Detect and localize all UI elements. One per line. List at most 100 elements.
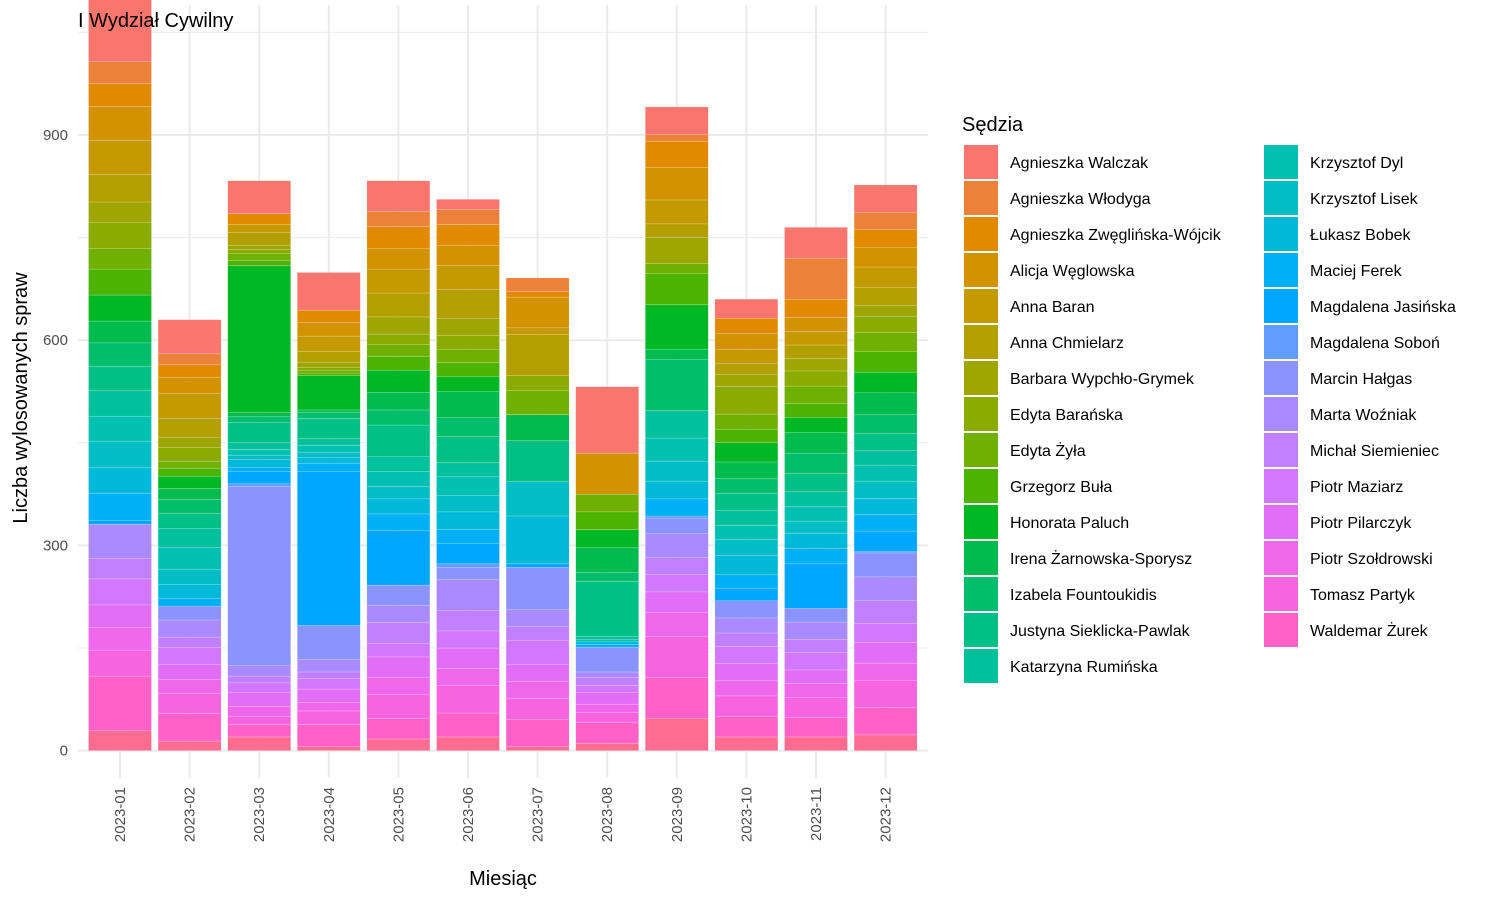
bar-segment — [227, 705, 291, 717]
bar-segment — [853, 551, 918, 554]
bar-segment — [645, 199, 709, 225]
bar-segment — [157, 376, 222, 394]
bar-segment — [853, 514, 918, 532]
legend-label: Magdalena Jasińska — [1310, 299, 1456, 316]
bar-segment — [714, 574, 779, 589]
legend-key — [964, 541, 998, 575]
bar-segment — [297, 418, 361, 439]
bar-segment — [505, 291, 570, 298]
legend-label: Michał Siemieniec — [1310, 443, 1439, 460]
bar-segment — [505, 664, 570, 682]
bar-segment — [88, 0, 152, 62]
bar-segment — [575, 641, 639, 645]
bar-segment — [297, 688, 361, 703]
bar-segment — [645, 273, 709, 305]
bar-segment — [88, 201, 152, 223]
y-tick-label: 0 — [60, 743, 68, 760]
bar-segment — [714, 442, 779, 463]
bar-segment — [575, 677, 639, 686]
bar-segment — [436, 391, 500, 418]
bar-segment — [714, 478, 779, 494]
x-tick-label: 2023-03 — [251, 787, 268, 842]
bar-segment — [297, 272, 361, 311]
bar-segment — [645, 557, 709, 576]
bar-segment — [853, 498, 918, 515]
bar-segment — [436, 685, 500, 714]
bar-segment — [297, 710, 361, 725]
bar-segment — [645, 612, 709, 637]
bar-segment — [714, 413, 779, 430]
bar-segment — [436, 630, 500, 649]
bar-segment — [227, 471, 291, 485]
bar-segment — [436, 244, 500, 266]
bar-segment — [366, 718, 431, 740]
bar-segment — [575, 571, 639, 582]
bar-segment — [853, 433, 918, 451]
bar-segment — [714, 716, 779, 738]
legend-label: Barbara Wypchło-Grymek — [1010, 371, 1195, 388]
legend-key — [1264, 433, 1298, 467]
bar-segment — [436, 436, 500, 463]
bar-segment — [505, 609, 570, 627]
bar-segment — [88, 390, 152, 417]
bar-segment — [575, 636, 639, 640]
bar-segment — [227, 449, 291, 456]
legend-label: Agnieszka Zwęglińska-Wójcik — [1010, 227, 1222, 244]
bar-segment — [366, 738, 431, 751]
bar-segment — [436, 462, 500, 477]
bar-segment — [505, 277, 570, 292]
bars-layer — [88, 0, 918, 751]
bar-segment — [853, 372, 918, 394]
bar-segment — [505, 375, 570, 391]
bar-segment — [784, 669, 848, 684]
y-tick-label: 600 — [43, 332, 68, 349]
bar-segment — [714, 663, 779, 682]
bar-segment — [88, 174, 152, 203]
bar-segment — [784, 403, 848, 418]
bar-segment — [436, 209, 500, 225]
bar-segment — [297, 445, 361, 453]
bar-segment — [505, 567, 570, 610]
bar-segment — [366, 456, 431, 472]
bar-segment — [575, 638, 639, 643]
bar-segment — [784, 491, 848, 507]
bar-segment — [227, 486, 291, 666]
bar-segment — [853, 266, 918, 288]
legend-key — [964, 289, 998, 323]
bar-segment — [645, 237, 709, 264]
bar-segment — [853, 576, 918, 601]
bar-segment — [366, 486, 431, 500]
bar-segment — [784, 717, 848, 738]
bar-segment — [88, 493, 152, 521]
bar-segment — [853, 316, 918, 333]
bar-segment — [157, 713, 222, 742]
bar-segment — [227, 692, 291, 707]
bar-segment — [157, 664, 222, 680]
bar-segment — [575, 581, 639, 637]
bar-segment — [505, 515, 570, 565]
bar-segment — [784, 317, 848, 332]
bar-segment — [436, 610, 500, 632]
bar-segment — [227, 224, 291, 233]
bar-segment — [157, 499, 222, 514]
bar-segment — [227, 459, 291, 468]
x-axis-title: Miesiąc — [469, 868, 537, 890]
legend-label: Anna Baran — [1010, 299, 1095, 316]
legend-key — [1264, 577, 1298, 611]
bar-segment — [297, 350, 361, 363]
bar-segment — [784, 683, 848, 698]
bar-segment — [366, 530, 431, 586]
bar-segment — [436, 543, 500, 565]
bar-segment — [366, 292, 431, 318]
bar-segment — [714, 428, 779, 443]
legend-key — [1264, 289, 1298, 323]
bar-segment — [88, 268, 152, 296]
bar-segment — [88, 649, 152, 677]
bar-segment — [575, 742, 639, 751]
bar-segment — [714, 318, 779, 334]
bar-segment — [505, 640, 570, 665]
bar-segment — [505, 718, 570, 747]
legend-key — [964, 253, 998, 287]
bar-segment — [366, 211, 431, 227]
